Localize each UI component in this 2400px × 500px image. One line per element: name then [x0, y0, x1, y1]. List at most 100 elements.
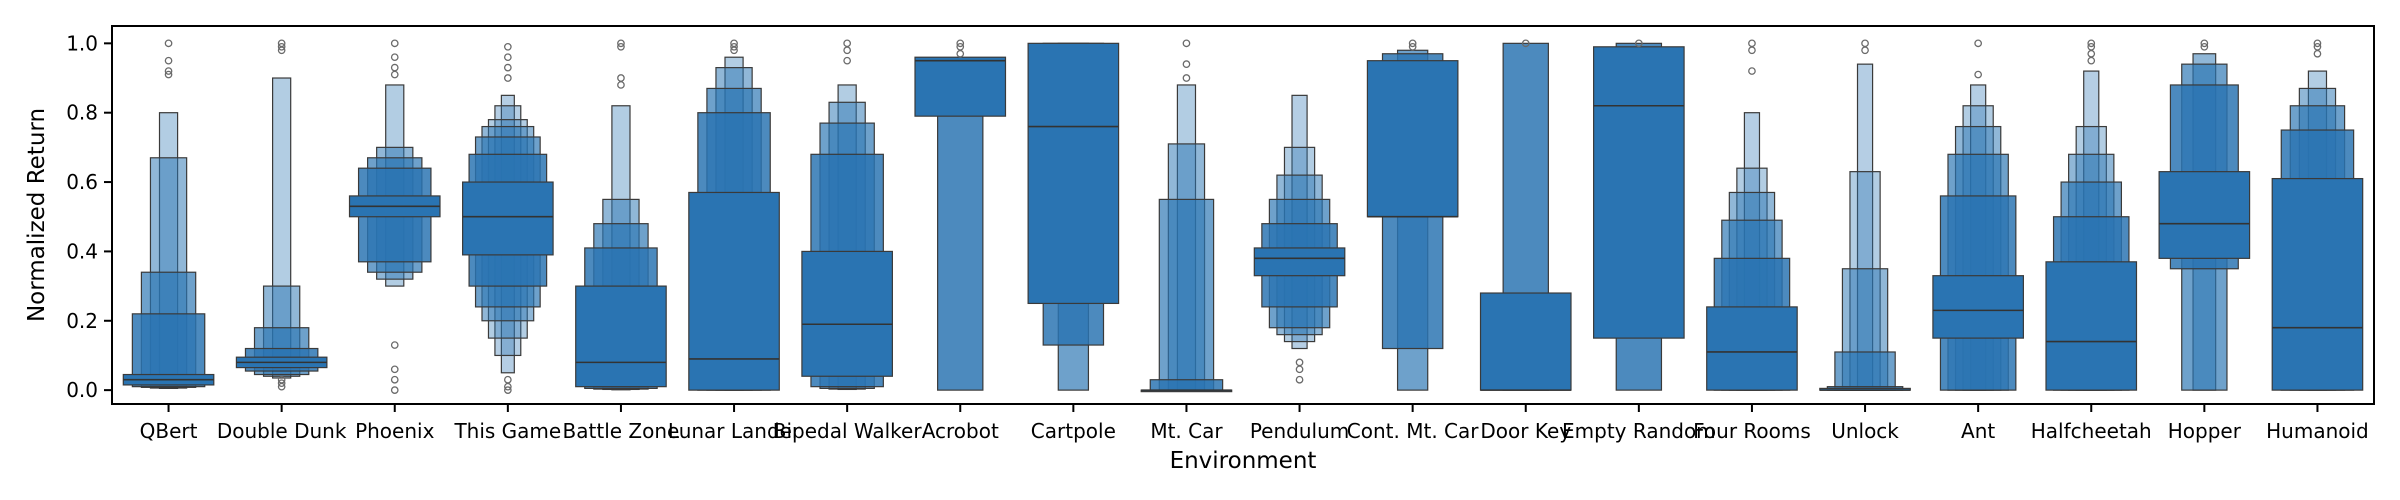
- x-axis: QBert Double Dunk Phoenix This Game Battle Z…: [140, 404, 2369, 443]
- outlier-point: [1521, 39, 1530, 48]
- x-tick-label: Double Dunk: [217, 419, 347, 443]
- outlier-point: [617, 74, 625, 82]
- plot-background: [112, 26, 2374, 404]
- box-battle-zone: [575, 39, 667, 391]
- box-cartpole: [1027, 42, 1120, 391]
- box-level: [1706, 306, 1798, 391]
- x-tick-label: Cont. Mt. Car: [1347, 419, 1479, 443]
- outlier-point: [2087, 42, 2096, 51]
- x-tick-label: Lunar Lander: [668, 419, 801, 443]
- outlier-point: [2313, 42, 2322, 51]
- y-tick-label: 0.0: [66, 378, 98, 402]
- outlier-point: [1408, 42, 1417, 51]
- x-tick-label: Acrobot: [922, 419, 999, 443]
- outlier-point: [390, 365, 399, 374]
- outlier-point: [2200, 42, 2209, 51]
- y-axis-title: Normalized Return: [24, 108, 50, 322]
- box-level: [801, 250, 893, 377]
- x-tick-label: Battle Zone: [563, 419, 680, 443]
- box-level: [2271, 177, 2364, 391]
- y-tick-label: 0.6: [66, 170, 98, 194]
- outlier-point: [2200, 39, 2209, 48]
- box-level: [1149, 379, 1224, 391]
- box-bipedal-walker: [801, 39, 893, 391]
- outlier-point: [390, 386, 399, 394]
- outlier-point: [164, 67, 173, 75]
- outlier-point: [503, 63, 512, 72]
- box-level: [1027, 42, 1120, 305]
- outlier-point: [164, 56, 173, 65]
- outlier-point: [277, 39, 286, 48]
- plot-frame: [111, 25, 2375, 405]
- box-mt-car: [1140, 39, 1233, 393]
- box-level: [2158, 171, 2251, 259]
- x-tick-label: Cartpole: [1031, 419, 1116, 443]
- outlier-point: [1748, 67, 1756, 75]
- x-axis-title: Environment: [1170, 448, 1317, 474]
- box-level: [914, 56, 1007, 117]
- outlier-point: [164, 39, 173, 48]
- outlier-point: [277, 375, 286, 384]
- outlier-point: [1635, 39, 1643, 48]
- box-qbert: [122, 39, 215, 389]
- box-level: [2045, 261, 2138, 391]
- outlier-point: [843, 39, 852, 48]
- outlier-point: [164, 70, 173, 79]
- x-tick-label: QBert: [140, 419, 198, 443]
- box-cont-mt-car: [1366, 39, 1459, 391]
- box-four-rooms: [1706, 39, 1798, 391]
- box-phoenix: [348, 39, 441, 394]
- box-double-dunk: [235, 39, 328, 391]
- x-tick-label: Humanoid: [2266, 419, 2369, 443]
- x-tick-label: Unlock: [1831, 419, 1899, 443]
- box-halfcheetah: [2045, 39, 2138, 391]
- y-tick-label: 0.8: [66, 101, 98, 125]
- y-axis: 0.0 0.2 0.4 0.6 0.8 1.0: [66, 31, 112, 402]
- outlier-point: [956, 42, 965, 51]
- box-level: [1479, 292, 1572, 391]
- box-ant: [1932, 39, 2024, 391]
- box-lunar-lander: [688, 39, 780, 391]
- outlier-point: [956, 39, 965, 48]
- x-tick-label: This Game: [453, 419, 561, 443]
- x-tick-label: Door Key: [1480, 419, 1571, 443]
- boxes-layer: [122, 39, 2364, 394]
- x-tick-label: Ant: [1961, 419, 1995, 443]
- box-level: [462, 181, 554, 256]
- box-empty-random: [1593, 39, 1685, 391]
- outlier-point: [1295, 358, 1304, 367]
- box-this-game: [462, 42, 554, 394]
- outlier-point: [390, 341, 399, 349]
- x-tick-label: Hopper: [2168, 419, 2242, 443]
- outlier-point: [390, 375, 399, 384]
- outlier-point: [390, 63, 399, 72]
- box-humanoid: [2271, 39, 2364, 391]
- x-tick-label: Halfcheetah: [2031, 419, 2152, 443]
- y-tick-label: 0.2: [66, 309, 98, 333]
- box-hopper: [2158, 39, 2251, 391]
- box-unlock: [1819, 39, 1911, 391]
- outlier-point: [503, 386, 512, 394]
- outlier-point: [617, 39, 625, 48]
- outlier-point: [1748, 39, 1756, 48]
- outlier-point: [1295, 375, 1304, 384]
- outlier-point: [503, 53, 512, 62]
- outlier-point: [277, 42, 286, 51]
- outlier-point: [617, 42, 625, 51]
- outlier-point: [1408, 39, 1417, 48]
- outlier-point: [503, 42, 512, 51]
- outlier-point: [1182, 74, 1191, 82]
- outlier-point: [2087, 39, 2096, 48]
- x-tick-label: Mt. Car: [1150, 419, 1223, 443]
- box-level: [1158, 198, 1215, 391]
- outlier-point: [390, 39, 399, 48]
- box-level: [575, 285, 667, 388]
- box-level: [1932, 275, 2024, 339]
- box-level: [688, 191, 780, 391]
- outlier-point: [1974, 39, 1983, 48]
- x-tick-label: Pendulum: [1250, 419, 1349, 443]
- box-level: [1366, 60, 1459, 218]
- outlier-point: [1974, 70, 1983, 79]
- outlier-point: [1182, 60, 1191, 68]
